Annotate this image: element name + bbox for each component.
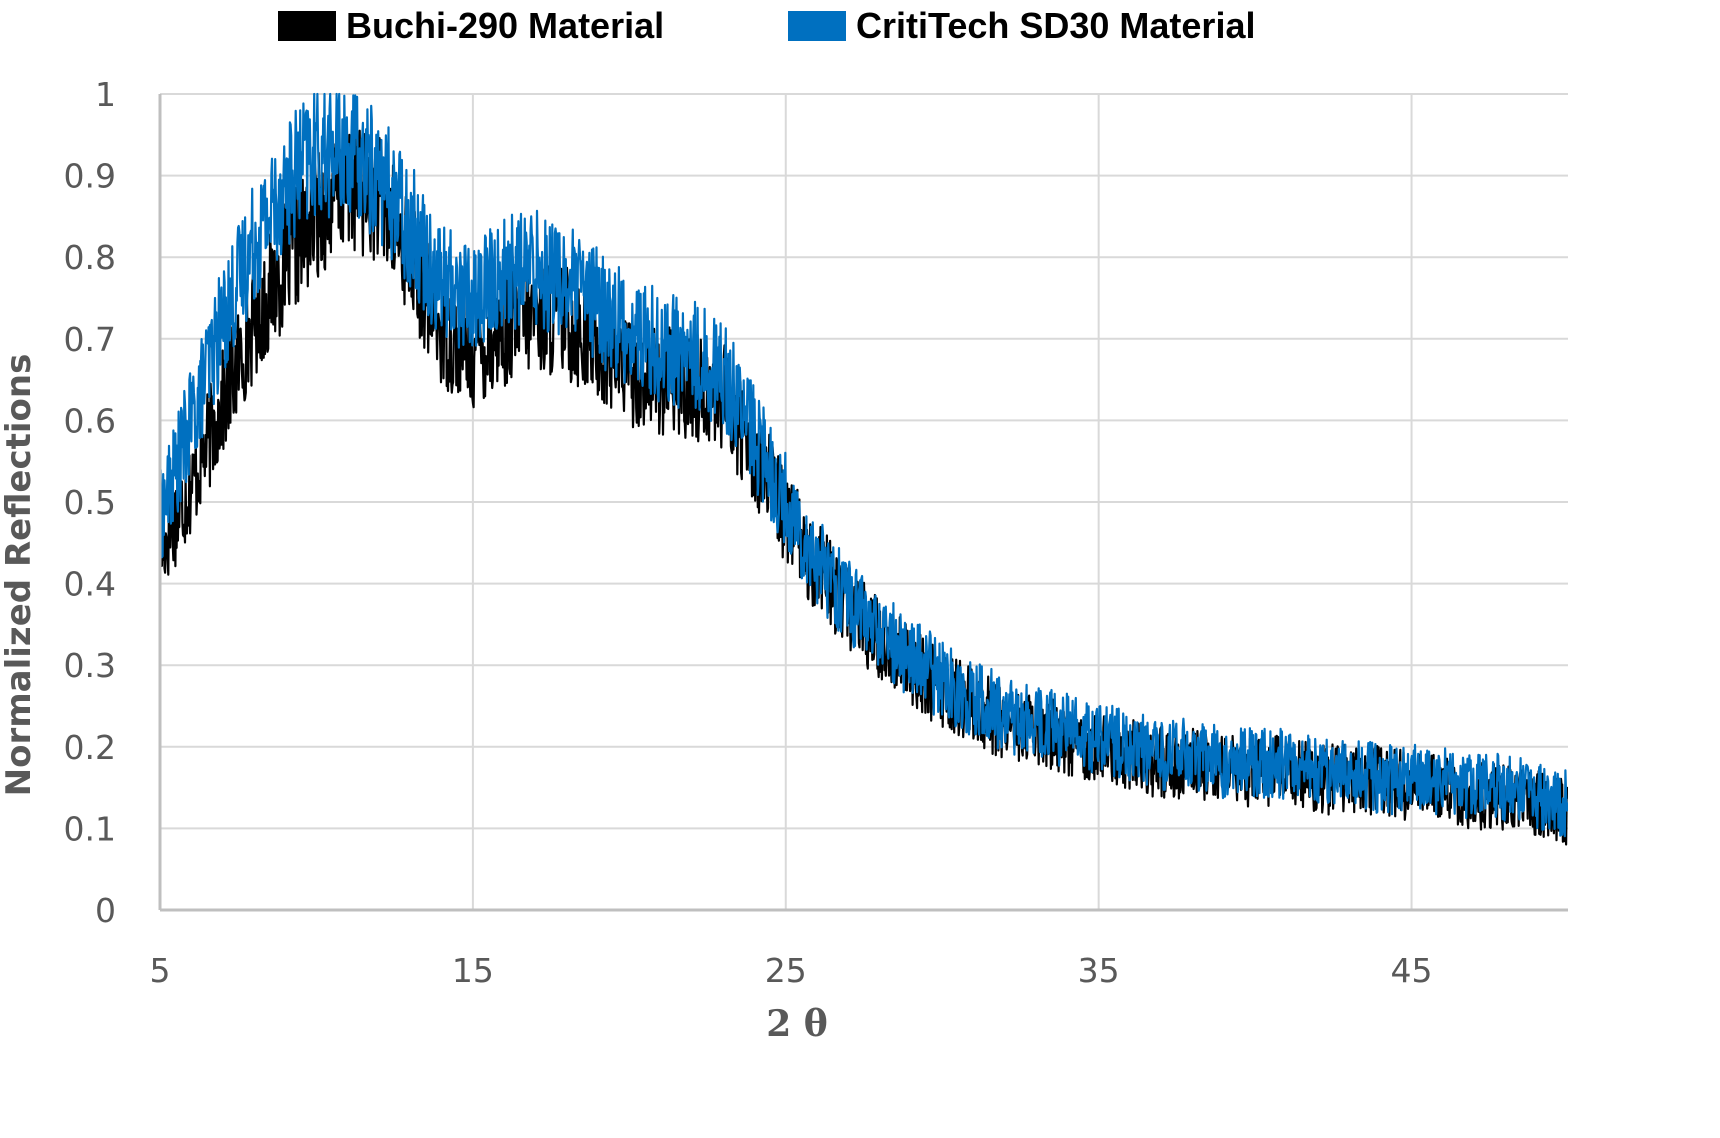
x-tick-label: 45: [1391, 951, 1433, 990]
legend-swatch-blue: [788, 11, 846, 41]
x-tick-labels: 5 15 25 35 45: [150, 951, 1433, 990]
legend-label: Buchi-290 Material: [346, 5, 665, 46]
y-tick-label: 1: [95, 75, 116, 114]
legend-swatch-black: [278, 11, 336, 41]
x-tick-label: 25: [765, 951, 807, 990]
series-layer: [158, 92, 1568, 846]
series-line-crititech-sd30: [158, 92, 1568, 838]
y-tick-label: 0.2: [64, 728, 116, 767]
y-tick-label: 0.1: [64, 809, 116, 848]
x-tick-label: 15: [452, 951, 494, 990]
x-axis-title: 2 θ: [766, 1003, 828, 1040]
y-tick-labels: 0 0.1 0.2 0.3 0.4 0.5 0.6 0.7 0.8 0.9 1: [64, 75, 116, 930]
y-tick-label: 0.7: [64, 320, 116, 359]
y-tick-label: 0: [95, 891, 116, 930]
y-tick-label: 0.4: [64, 565, 116, 604]
legend-item-buchi: Buchi-290 Material: [278, 4, 664, 48]
y-tick-label: 0.6: [64, 401, 116, 440]
y-tick-label: 0.5: [64, 483, 116, 522]
y-axis-title: Normalized Reflections: [0, 354, 39, 797]
series-line-buchi-290: [158, 122, 1568, 846]
x-tick-label: 5: [150, 951, 171, 990]
y-tick-label: 0.8: [64, 238, 116, 277]
axes: [158, 94, 1568, 912]
chart-legend: Buchi-290 Material CritiTech SD30 Materi…: [0, 4, 1568, 48]
x-tick-label: 35: [1078, 951, 1120, 990]
legend-item-crititech: CritiTech SD30 Material: [788, 4, 1255, 48]
chart-plot: 00.10.20.30.40.50.60.70.80.91 5 15 25 35 45 …: [0, 75, 1568, 1040]
legend-label: CritiTech SD30 Material: [856, 5, 1256, 46]
y-tick-label: 0.9: [64, 157, 116, 196]
y-tick-label: 0.3: [64, 646, 116, 685]
